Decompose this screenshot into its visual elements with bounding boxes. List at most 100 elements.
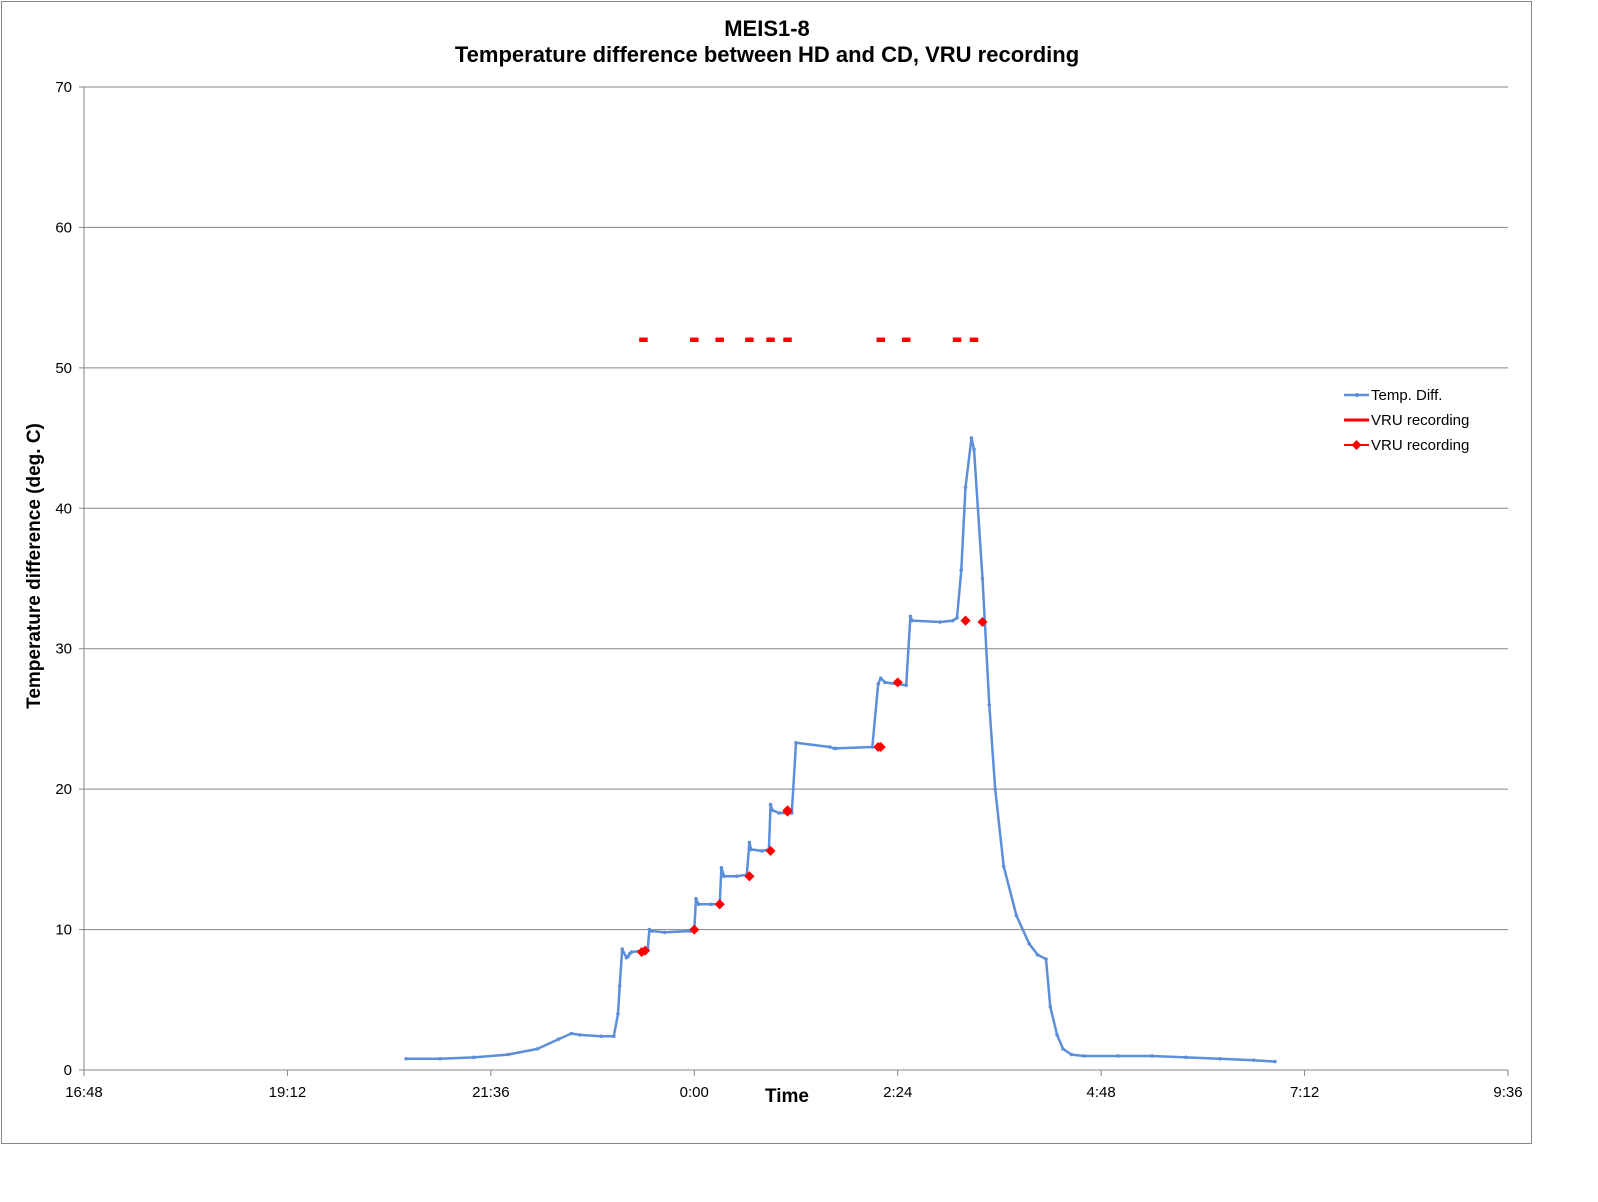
legend: Temp. Diff. VRU recording VRU recording [1344,387,1469,454]
temp-diff-point [650,929,654,933]
temp-diff-point [1061,1047,1065,1051]
vru-marker [782,806,793,817]
x-tick-label: 7:12 [1290,1084,1319,1101]
x-axis-title: Time [765,1086,809,1107]
temp-diff-point [696,902,701,907]
chart: MEIS1-8 Temperature difference between H… [24,16,1523,1107]
temp-diff-point [1035,953,1040,957]
vru-marker [892,677,903,688]
temp-diff-point [910,618,914,623]
temp-diff-point [1001,864,1006,869]
vru-marker [977,617,988,628]
temp-diff-point [969,436,974,440]
x-tick-label: 2:24 [883,1084,912,1101]
temp-diff-point [760,849,764,853]
temp-diff-point [626,954,630,959]
temp-diff-point [951,618,955,623]
temp-diff-point [749,847,753,852]
temp-diff-point [938,620,942,624]
x-tick-label: 19:12 [269,1084,307,1101]
temp-diff-point [556,1037,561,1041]
y-tick-label: 30 [55,641,72,658]
temp-diff-point [768,802,773,807]
vru-marker [875,742,886,753]
y-tick-label: 60 [55,219,72,236]
temp-diff-point [1150,1054,1154,1058]
temp-diff-point [963,485,968,490]
temp-diff-point [620,947,625,952]
legend-marker-temp-diff [1355,393,1359,397]
temp-diff-point [980,576,985,581]
temp-diff-point [870,745,875,749]
vru-marker [744,871,755,882]
x-tick-label: 21:36 [472,1084,510,1101]
temp-diff-point [876,682,881,686]
temp-diff-point [883,680,887,685]
y-axis-title: Temperature difference (deg. C) [24,423,45,709]
temp-diff-point [904,683,908,688]
y-tick-labels: 0 10 20 30 40 50 60 70 [55,79,72,1079]
temp-diff-point [972,447,976,452]
temp-diff-point [404,1056,408,1061]
legend-marker-vru-2 [1351,440,1362,450]
y-tick-label: 0 [64,1062,72,1079]
temp-diff-point [1027,941,1031,946]
chart-frame: MEIS1-8 Temperature difference between H… [1,1,1532,1144]
temp-diff-point [611,1034,616,1039]
vru-marker [714,899,725,910]
legend-label-vru-1: VRU recording [1371,412,1469,429]
legend-item-vru-1: VRU recording [1344,412,1469,429]
temp-diff-point [747,840,752,845]
temp-diff-point [1055,1033,1059,1037]
legend-item-vru-2: VRU recording [1344,437,1469,454]
y-tick-label: 10 [55,922,72,939]
x-tick-label: 16:48 [65,1084,103,1101]
temp-diff-point [1014,913,1019,918]
temp-diff-point [1218,1056,1222,1061]
vru-marker [689,924,700,935]
temp-diff-point [629,950,634,954]
temp-diff-point [955,616,959,620]
temp-diff-point [1116,1054,1120,1058]
temp-diff-point [959,568,964,572]
gridlines [79,86,1508,1071]
chart-title-line1: MEIS1-8 [724,16,810,41]
axes [83,87,1509,1076]
temp-diff-point [1048,1005,1053,1009]
temp-diff-point [617,983,622,988]
temp-diff-point [834,746,838,751]
legend-label-vru-2: VRU recording [1371,437,1469,454]
temp-diff-point [993,787,997,791]
y-tick-label: 40 [55,500,72,517]
temp-diff-point [722,874,726,879]
y-tick-label: 20 [55,781,72,798]
series-temp-diff [404,436,1277,1064]
temp-diff-point [908,614,913,619]
temp-diff-point [1273,1059,1277,1064]
series-vru-recording-markers [636,615,988,958]
temp-diff-point [709,902,714,907]
temp-diff-point [599,1034,603,1039]
temp-diff-point [1184,1055,1188,1060]
temp-diff-point [1069,1052,1074,1057]
temp-diff-point [770,808,775,813]
temp-diff-point [878,676,883,681]
temp-diff-point [828,745,832,749]
temp-diff-point [578,1033,582,1037]
temp-diff-point [438,1056,442,1061]
temp-diff-point [662,930,667,935]
chart-title-line2: Temperature difference between HD and CD… [455,42,1079,67]
temp-diff-point [1251,1058,1256,1062]
temp-diff-point [734,874,739,879]
x-tick-label: 4:48 [1087,1084,1116,1101]
temp-diff-point [506,1052,510,1057]
x-tick-labels: 16:48 19:12 21:36 0:00 2:24 4:48 7:12 9:36 [65,1084,1522,1101]
temp-diff-point [569,1031,574,1036]
temp-diff-point [694,896,698,901]
temp-diff-point [794,741,798,745]
y-tick-label: 50 [55,360,72,377]
temp-diff-point [777,811,781,815]
x-tick-label: 9:36 [1493,1084,1522,1101]
temp-diff-point [719,865,724,870]
vru-marker [765,845,776,856]
